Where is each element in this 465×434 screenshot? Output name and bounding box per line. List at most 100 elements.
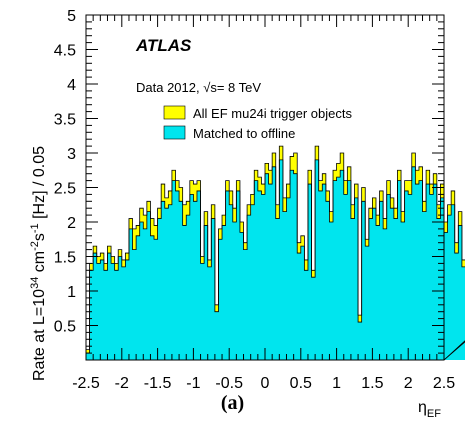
dataset-label: Data 2012, √s= 8 TeV — [136, 80, 261, 95]
y-tick-labels: 0.5 1 1.5 2 2.5 3 3.5 4 4.5 5 — [54, 8, 76, 336]
bar-matched — [404, 190, 409, 360]
bar-matched — [361, 201, 366, 360]
bar-matched — [243, 249, 248, 360]
legend-swatch-all — [163, 105, 186, 120]
bar-matched — [300, 246, 305, 360]
bar-matched — [293, 173, 298, 360]
bar-matched — [107, 253, 112, 360]
x-tick-label: -1 — [186, 375, 200, 392]
bar-matched — [322, 184, 326, 360]
bar-matched — [282, 211, 287, 360]
bar-matched — [100, 259, 104, 360]
bar-matched — [150, 235, 155, 360]
bar-matched — [204, 225, 208, 360]
bar-matched — [411, 166, 416, 360]
bar-matched — [444, 232, 448, 360]
bar-matched — [461, 266, 465, 360]
bar-matched — [418, 180, 423, 360]
bar-matched — [157, 218, 162, 360]
bar-matched — [239, 232, 244, 360]
y-tick-label: 1 — [67, 284, 76, 301]
bar-matched — [350, 218, 355, 360]
y-axis-label: Rate at L=1034 cm-2s-1 [Hz] / 0.05 — [29, 146, 48, 381]
bar-matched — [451, 204, 455, 360]
bar-matched — [365, 246, 369, 360]
bar-matched — [211, 218, 215, 360]
legend: All EF mu24i trigger objects Matched to … — [163, 105, 352, 141]
x-tick-label: -2 — [115, 375, 129, 392]
bar-matched — [139, 222, 144, 360]
bar-matched — [268, 184, 273, 360]
bar-matched — [447, 215, 452, 360]
bar-matched — [375, 225, 380, 360]
bar-matched — [182, 225, 187, 360]
x-tick-label: -1.5 — [144, 375, 172, 392]
bar-matched — [222, 225, 226, 360]
y-tick-label: 2.5 — [54, 181, 76, 198]
bar-matched — [143, 228, 147, 360]
x-tick-labels: -2.5 -2 -1.5 -1 -0.5 0 0.5 1 1.5 2 2.5 — [72, 375, 455, 392]
bar-matched — [121, 266, 126, 360]
legend-label-matched: Matched to offline — [193, 126, 295, 141]
bar-matched — [236, 190, 240, 360]
bar-matched — [311, 277, 316, 360]
y-tick-label: 2 — [67, 215, 76, 232]
bar-matched — [196, 190, 201, 360]
x-tick-label: 0 — [261, 375, 270, 392]
bar-matched — [386, 194, 391, 360]
bar-matched — [103, 270, 108, 360]
panel-label: (a) — [220, 392, 245, 414]
bar-matched — [307, 184, 312, 360]
x-tick-label: 2.5 — [433, 375, 455, 392]
bar-matched — [429, 194, 434, 360]
bar-matched — [358, 322, 362, 360]
axis-ticks — [85, 14, 445, 361]
bar-matched — [161, 201, 165, 360]
bar-matched — [297, 253, 301, 360]
bar-matched — [433, 184, 437, 360]
bar-matched — [426, 184, 430, 360]
bar-matched — [232, 222, 237, 360]
y-tick-label: 3 — [67, 146, 76, 163]
y-tick-label: 5 — [67, 8, 76, 25]
x-tick-label: -2.5 — [72, 375, 100, 392]
bar-matched — [247, 215, 251, 360]
bar-matched — [415, 184, 419, 360]
bar-matched — [164, 208, 169, 360]
bar-matched — [168, 204, 172, 360]
bar-matched — [454, 253, 459, 360]
bar-matched — [225, 190, 230, 360]
bar-matched — [261, 194, 265, 360]
bar-matched — [93, 253, 97, 360]
bar-matched — [111, 263, 115, 360]
bar-matched — [200, 263, 205, 360]
bar-matched — [336, 177, 341, 360]
bar-matched — [114, 270, 119, 360]
bar-matched — [175, 190, 180, 360]
bar-matched — [89, 270, 94, 360]
bar-matched — [343, 194, 348, 360]
bar-matched — [128, 228, 133, 360]
x-tick-label: 0.5 — [290, 375, 312, 392]
bar-matched — [189, 194, 194, 360]
bar-matched — [397, 180, 402, 360]
bar-matched — [132, 249, 137, 360]
y-tick-label: 0.5 — [54, 319, 76, 336]
bar-matched — [275, 218, 280, 360]
bar-matched — [96, 263, 101, 360]
bar-matched — [329, 222, 334, 360]
bar-matched — [368, 218, 373, 360]
bar-matched — [154, 239, 158, 360]
histogram-bars — [85, 145, 465, 361]
bar-matched — [214, 311, 219, 360]
x-axis-label: ηEF — [418, 399, 441, 420]
bar-matched — [136, 235, 140, 360]
bar-matched — [257, 190, 262, 360]
bar-matched — [436, 218, 441, 360]
bar-matched — [250, 204, 255, 360]
bar-matched — [279, 159, 283, 360]
x-tick-label: 2 — [404, 375, 413, 392]
bar-matched — [290, 170, 294, 360]
bar-matched — [383, 228, 387, 360]
